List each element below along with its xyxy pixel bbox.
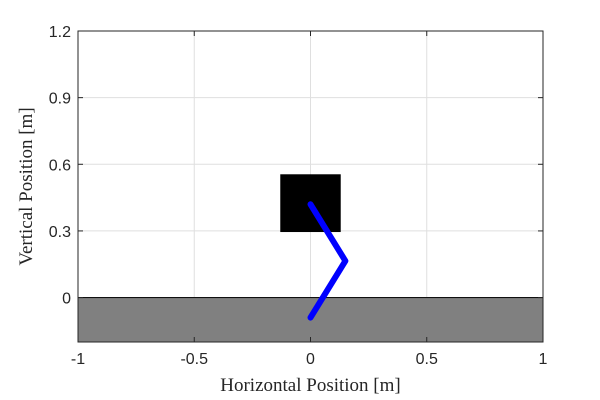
x-tick-label: 0.5 [416, 351, 438, 368]
y-axis-label: Vertical Position [m] [16, 107, 37, 265]
x-axis: -1 -0.5 0 0.5 1 [71, 31, 548, 368]
y-tick-label: 0 [62, 291, 71, 308]
y-tick-label: 0.3 [49, 224, 71, 241]
y-tick-label: 1.2 [49, 24, 71, 41]
x-tick-label: -1 [71, 351, 85, 368]
scene [77, 174, 544, 343]
y-tick-label: 0.6 [49, 157, 71, 174]
leg-linkage [307, 201, 349, 321]
y-tick-label: 0.9 [49, 91, 71, 108]
x-axis-label: Horizontal Position [m] [220, 375, 400, 396]
x-tick-label: -0.5 [180, 351, 208, 368]
x-tick-label: 1 [539, 351, 548, 368]
x-tick-label: 0 [306, 351, 315, 368]
y-axis: 0 0.3 0.6 0.9 1.2 [49, 24, 543, 308]
